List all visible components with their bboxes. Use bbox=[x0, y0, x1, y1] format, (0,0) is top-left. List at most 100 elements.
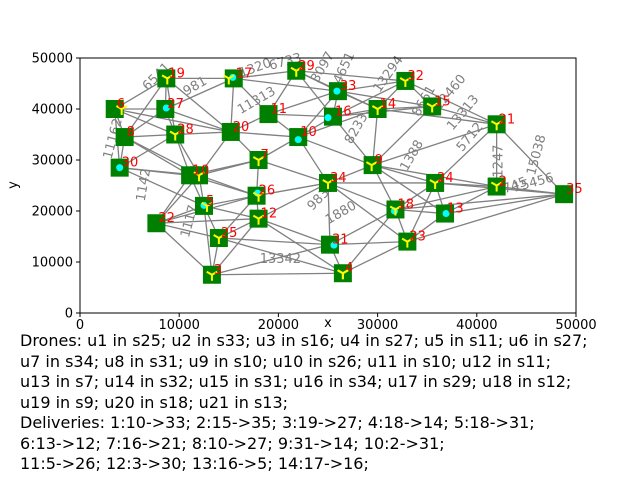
x-axis-ticks: 0 10000 20000 30000 40000 50000 bbox=[76, 313, 597, 333]
edge-line bbox=[233, 70, 297, 80]
edge-line bbox=[329, 208, 396, 246]
drone-marker bbox=[371, 105, 384, 115]
edge-line bbox=[329, 240, 408, 246]
drone-arm bbox=[201, 202, 208, 207]
station-label: 1 bbox=[192, 163, 200, 178]
edge-line bbox=[296, 70, 406, 82]
station-label: 15 bbox=[434, 94, 451, 109]
station-label: 18 bbox=[397, 197, 414, 212]
drone-marker bbox=[322, 179, 334, 189]
drone-arm bbox=[228, 74, 235, 80]
edge-line bbox=[156, 218, 259, 224]
drone-marker bbox=[161, 74, 174, 85]
drone-arm bbox=[206, 202, 213, 207]
drone-arm bbox=[496, 120, 503, 126]
drone-marker bbox=[399, 77, 412, 87]
edge-line bbox=[372, 105, 433, 166]
edge-line bbox=[268, 113, 333, 118]
station-marker bbox=[555, 185, 574, 204]
drone-arm bbox=[258, 191, 265, 197]
edge-layer bbox=[114, 70, 565, 276]
edge-line bbox=[407, 193, 565, 243]
y-axis-ticks: 0 10000 20000 30000 40000 50000 bbox=[32, 52, 80, 322]
station-label: 9 bbox=[375, 153, 383, 168]
drone-arm bbox=[213, 234, 220, 239]
edge-line bbox=[405, 80, 497, 125]
drone-arm bbox=[252, 191, 260, 197]
drone-arm bbox=[337, 269, 344, 275]
drone-arm bbox=[389, 205, 396, 211]
edge-line bbox=[124, 136, 191, 176]
drone-arm bbox=[211, 270, 218, 276]
delivery-target-marker bbox=[162, 104, 170, 112]
drone-marker bbox=[201, 202, 213, 212]
station-label: 4 bbox=[345, 261, 353, 276]
station-label: 33 bbox=[340, 79, 357, 94]
edge-line bbox=[258, 218, 331, 246]
drone-marker bbox=[401, 237, 414, 248]
drone-arm bbox=[115, 105, 123, 110]
drone-arm bbox=[258, 156, 265, 161]
edge-line bbox=[258, 182, 329, 220]
deliveries-line: Deliveries: 1:10->33; 2:15->35; 3:19->27… bbox=[20, 413, 535, 432]
edge-line bbox=[337, 80, 406, 92]
station-label: 3 bbox=[214, 263, 222, 278]
edge-line bbox=[327, 182, 331, 245]
drone-arm bbox=[169, 130, 176, 136]
drone-arm bbox=[365, 161, 373, 166]
drone-arm bbox=[193, 171, 200, 177]
station-marker bbox=[259, 105, 278, 124]
edge-line bbox=[233, 77, 338, 92]
edge-line bbox=[431, 105, 497, 125]
edge-line bbox=[218, 237, 331, 246]
drone-marker bbox=[115, 105, 128, 115]
edge-line bbox=[256, 182, 329, 197]
edge-line bbox=[155, 222, 213, 276]
drone-marker bbox=[490, 120, 503, 131]
drone-arm bbox=[496, 181, 503, 187]
edge-weight-label: 13342 bbox=[260, 252, 301, 267]
y-tick-label: 0 bbox=[65, 307, 73, 322]
drone-marker bbox=[213, 234, 225, 245]
drone-arm bbox=[431, 102, 438, 108]
station-label: 35 bbox=[566, 182, 583, 197]
edge-line bbox=[268, 90, 339, 115]
drone-arm bbox=[174, 130, 181, 136]
station-label: 14 bbox=[380, 97, 397, 112]
station-marker bbox=[147, 214, 166, 233]
drone-marker bbox=[193, 171, 205, 182]
y-axis-label: y bbox=[6, 181, 21, 189]
drone-marker bbox=[429, 179, 441, 189]
delivery-target-marker bbox=[333, 87, 341, 95]
drone-arm bbox=[295, 66, 302, 72]
drone-marker bbox=[365, 161, 378, 172]
station-label: 10 bbox=[300, 125, 317, 140]
edge-line bbox=[372, 123, 497, 166]
edge-line bbox=[337, 90, 433, 108]
delivery-target-marker bbox=[324, 114, 332, 122]
edge-line bbox=[165, 108, 231, 133]
y-tick-label: 40000 bbox=[32, 103, 73, 118]
station-label: 16 bbox=[335, 105, 352, 120]
drone-arm bbox=[401, 237, 408, 243]
drone-arm bbox=[161, 74, 168, 80]
drones-line: Drones: u1 in s25; u2 in s33; u3 in s16;… bbox=[20, 331, 588, 350]
station-label: 8 bbox=[127, 125, 135, 140]
x-tick-label: 20000 bbox=[258, 318, 299, 333]
drone-marker bbox=[490, 181, 503, 192]
edge-line bbox=[342, 241, 408, 274]
edge-line bbox=[211, 244, 331, 276]
edge-line bbox=[372, 164, 436, 184]
edge-line bbox=[156, 222, 220, 239]
drone-marker bbox=[389, 205, 402, 216]
x-tick-label: 10000 bbox=[159, 318, 200, 333]
plot-frame bbox=[79, 57, 577, 314]
edge-line bbox=[327, 182, 408, 243]
edge-line bbox=[371, 108, 379, 166]
drone-arm bbox=[404, 77, 412, 82]
station-label: 29 bbox=[298, 59, 315, 74]
station-label: 5 bbox=[206, 194, 214, 209]
edge-line bbox=[327, 182, 396, 211]
drone-arm bbox=[490, 120, 498, 126]
edge-line bbox=[165, 77, 232, 133]
